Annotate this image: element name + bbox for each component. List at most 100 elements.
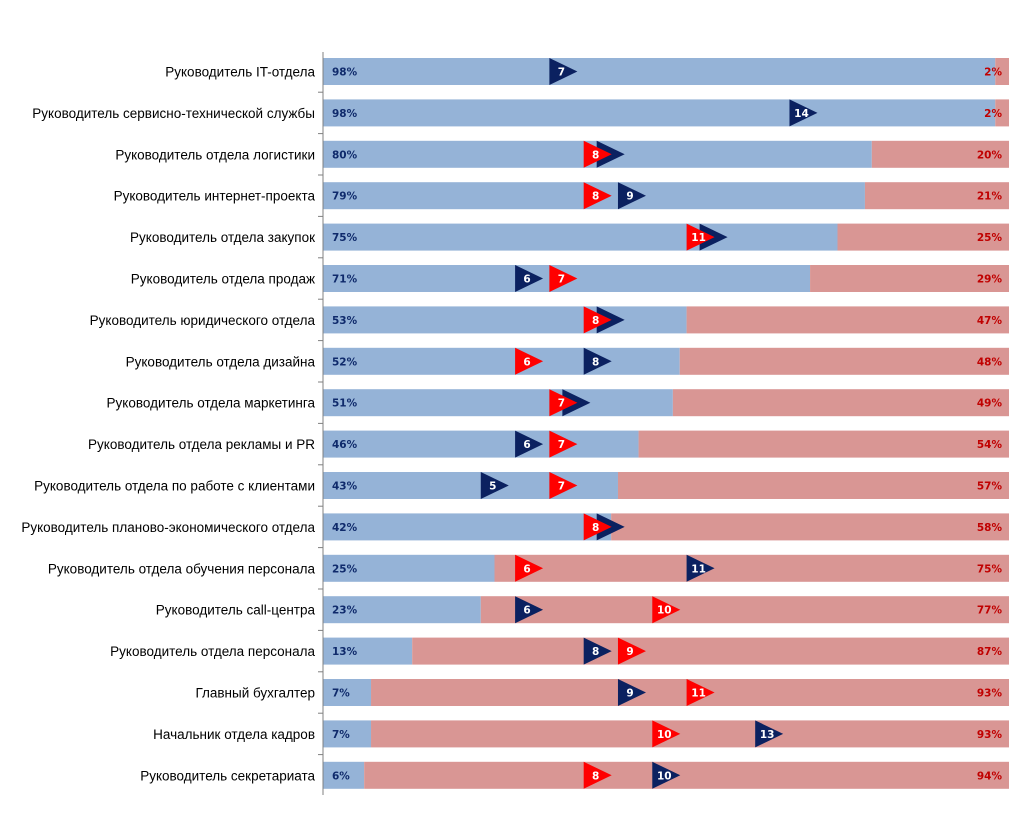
marker-red-label: 8: [592, 770, 599, 782]
marker-red: 6: [515, 554, 544, 582]
data-label-pink: 2%: [984, 108, 1002, 120]
data-label-blue: 98%: [332, 67, 358, 79]
bar-segment-pink: [995, 99, 1009, 127]
marker-red-label: 7: [558, 439, 565, 451]
data-label-pink: 94%: [977, 770, 1003, 782]
data-label-blue: 13%: [332, 646, 358, 658]
bar-segment-pink: [810, 265, 1009, 292]
marker-red-shape: [652, 596, 681, 624]
bar-segment-blue: [323, 99, 996, 127]
marker-navy: 11: [686, 554, 715, 582]
marker-navy-shape: [617, 679, 646, 706]
marker-red-shape: [686, 223, 715, 251]
data-label-pink: 25%: [977, 232, 1003, 244]
bar-segment-pink: [412, 637, 1009, 665]
data-label-pink: 48%: [977, 356, 1003, 368]
bar-segment-pink: [995, 58, 1009, 85]
category-label: Руководитель отдела закупок: [130, 230, 315, 245]
data-label-blue: 42%: [332, 522, 358, 534]
marker-navy: 8: [583, 347, 612, 375]
bar-segment-pink: [611, 513, 1009, 541]
marker-red-shape: [549, 389, 578, 417]
marker-red-label: 8: [592, 149, 599, 161]
marker-red: 11: [686, 223, 715, 251]
category-label: Руководитель отдела персонала: [110, 644, 315, 659]
marker-navy: 9: [617, 679, 646, 706]
data-label-blue: 43%: [332, 481, 358, 493]
bar-segment-pink: [672, 389, 1009, 417]
bar-segment-pink: [837, 223, 1009, 251]
marker-navy: 9: [617, 182, 646, 210]
marker-navy-shape: [617, 182, 646, 210]
marker-red-label: 8: [592, 522, 599, 534]
marker-red: 8: [583, 306, 612, 334]
bar-segment-blue: [323, 58, 996, 85]
marker-red: 11: [686, 679, 715, 706]
data-label-blue: 46%: [332, 439, 358, 451]
marker-red-label: 7: [558, 398, 565, 410]
marker-red-shape: [617, 637, 646, 665]
bar-segment-blue: [323, 596, 481, 624]
marker-red-label: 10: [657, 605, 672, 617]
marker-red-label: 6: [523, 563, 530, 575]
marker-navy: 14: [789, 99, 818, 127]
bar-segment-blue: [323, 347, 680, 375]
data-label-pink: 49%: [977, 398, 1003, 410]
marker-navy: 6: [515, 596, 544, 624]
bar-segment-pink: [679, 347, 1009, 375]
marker-navy: 10: [652, 761, 681, 789]
data-label-blue: 7%: [332, 729, 350, 741]
marker-red: 10: [652, 720, 681, 748]
marker-red-shape: [549, 472, 578, 499]
marker-red-shape: [515, 554, 544, 582]
marker-navy-label: 11: [691, 563, 706, 575]
bar-segment-blue: [323, 720, 372, 748]
bar-segment-blue: [323, 554, 495, 582]
data-label-pink: 29%: [977, 274, 1003, 286]
marker-navy: 7: [549, 58, 578, 85]
marker-navy-label: 8: [592, 646, 599, 658]
data-label-blue: 53%: [332, 315, 358, 327]
marker-red: 9: [617, 637, 646, 665]
marker-red: 8: [583, 182, 612, 210]
marker-navy-label: 9: [626, 688, 633, 700]
data-label-pink: 21%: [977, 191, 1003, 203]
marker-navy-shape: [480, 472, 509, 499]
marker-red-label: 8: [592, 315, 599, 327]
data-label-blue: 6%: [332, 770, 350, 782]
category-label: Руководитель сервисно-технической службы: [32, 106, 315, 121]
marker-navy-label: 14: [794, 108, 809, 120]
data-label-pink: 58%: [977, 522, 1003, 534]
data-label-pink: 47%: [977, 315, 1003, 327]
marker-navy-shape: [789, 99, 818, 127]
marker-red-label: 11: [691, 688, 706, 700]
data-label-pink: 93%: [977, 688, 1003, 700]
marker-navy-label: 9: [626, 191, 633, 203]
bar-segment-pink: [371, 720, 1009, 748]
data-label-blue: 75%: [332, 232, 358, 244]
data-label-pink: 87%: [977, 646, 1003, 658]
bars-layer: 98% 2% 98% 2% 80% 20% 79% 21% 75% 25% 71% 29% 53% 47%…: [323, 58, 1009, 789]
marker-red: 7: [549, 389, 578, 417]
data-label-blue: 7%: [332, 688, 350, 700]
category-label: Руководитель отдела рекламы и PR: [88, 437, 315, 452]
marker-navy-label: 10: [657, 770, 672, 782]
data-label-pink: 2%: [984, 67, 1002, 79]
marker-navy: 6: [515, 430, 544, 458]
marker-red-shape: [549, 430, 578, 458]
marker-red: 8: [583, 140, 612, 168]
marker-red-shape: [549, 265, 578, 292]
marker-red: 8: [583, 761, 612, 789]
marker-navy-label: 5: [489, 481, 496, 493]
marker-red-shape: [583, 513, 612, 541]
marker-red-label: 6: [523, 356, 530, 368]
marker-red-shape: [583, 306, 612, 334]
data-label-pink: 93%: [977, 729, 1003, 741]
data-label-blue: 98%: [332, 108, 358, 120]
marker-navy: 13: [755, 720, 784, 748]
data-label-blue: 51%: [332, 398, 358, 410]
marker-red: 7: [549, 472, 578, 499]
marker-navy-shape: [515, 430, 544, 458]
marker-red-label: 9: [626, 646, 633, 658]
